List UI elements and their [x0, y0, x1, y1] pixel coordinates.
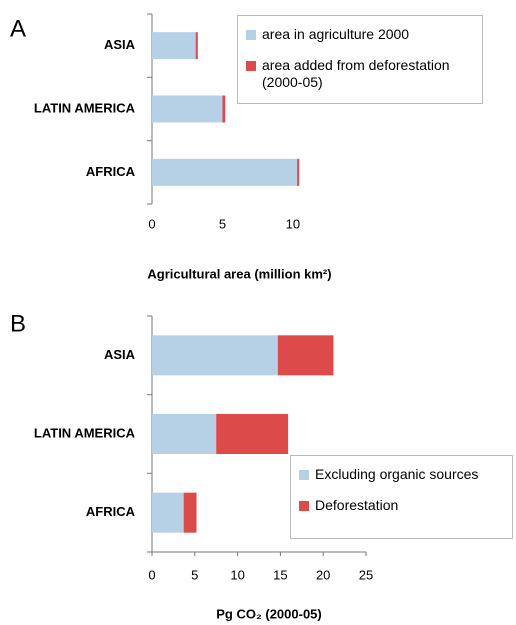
legend-label: Deforestation: [315, 497, 399, 513]
category-label: LATIN AMERICA: [34, 100, 136, 115]
panel-label: A: [10, 15, 26, 42]
category-label: AFRICA: [86, 164, 136, 179]
bar-segment: [152, 95, 223, 123]
legend-label: area in agriculture 2000: [262, 26, 410, 42]
category-label: ASIA: [104, 37, 136, 52]
bar-segment: [152, 32, 196, 60]
x-tick-label: 5: [219, 216, 226, 231]
legend-swatch: [299, 470, 309, 480]
legend-swatch: [246, 61, 256, 71]
x-tick-label: 20: [316, 567, 330, 582]
bar-segment: [277, 335, 334, 376]
legend-swatch: [299, 501, 309, 511]
category-label: ASIA: [104, 347, 136, 362]
x-tick-label: 25: [359, 567, 373, 582]
bar-segment: [152, 492, 184, 533]
x-axis-label: Agricultural area (million km²): [147, 266, 331, 281]
x-tick-label: 0: [148, 216, 155, 231]
category-label: AFRICA: [86, 504, 136, 519]
legend: Excluding organic sources Deforestation: [290, 455, 513, 539]
bar-segment: [152, 158, 298, 186]
bar-segment: [222, 95, 226, 123]
x-axis-label: Pg CO₂ (2000-05): [216, 606, 321, 621]
bar-segment: [152, 414, 217, 454]
legend-entry: Deforestation: [299, 497, 504, 514]
legend: area in agriculture 2000 area added from …: [237, 15, 483, 104]
legend-label: Excluding organic sources: [315, 466, 479, 482]
x-tick-label: 10: [286, 216, 300, 231]
category-label: LATIN AMERICA: [34, 425, 136, 440]
bar-segment: [152, 335, 278, 376]
legend-label: area added from deforestation (2000-05): [262, 57, 450, 90]
bar-segment: [216, 414, 289, 454]
legend-entry: Excluding organic sources: [299, 466, 504, 483]
bar-segment: [183, 492, 197, 533]
legend-entry: area added from deforestation (2000-05): [246, 57, 474, 91]
legend-entry: area in agriculture 2000: [246, 26, 474, 43]
bar-segment: [195, 32, 198, 60]
x-tick-label: 15: [273, 567, 287, 582]
x-tick-label: 10: [230, 567, 244, 582]
bar-segment: [297, 158, 300, 186]
legend-swatch: [246, 30, 256, 40]
x-tick-label: 0: [148, 567, 155, 582]
panel-label: B: [10, 310, 26, 337]
x-tick-label: 5: [191, 567, 198, 582]
